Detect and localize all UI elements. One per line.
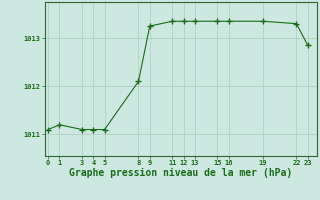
X-axis label: Graphe pression niveau de la mer (hPa): Graphe pression niveau de la mer (hPa) xyxy=(69,168,292,178)
